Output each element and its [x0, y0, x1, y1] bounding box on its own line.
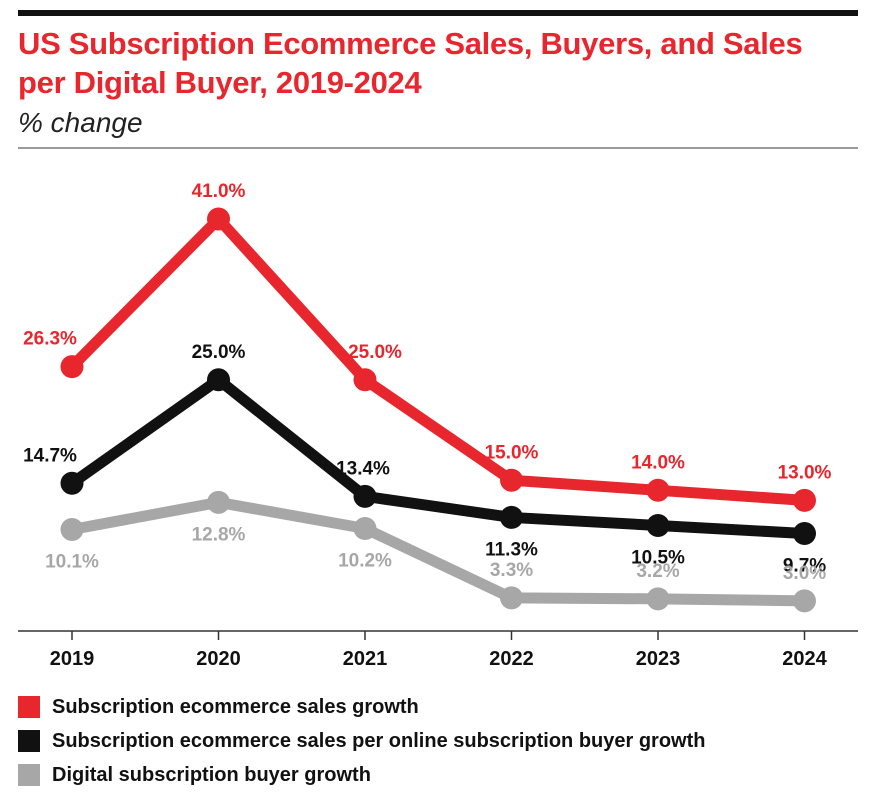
x-tick-label-2020: 2020 — [196, 648, 241, 670]
data-point-sales-per-buyer-growth-2023 — [646, 513, 670, 537]
data-point-buyer-growth-2021 — [353, 516, 377, 540]
data-point-sales-per-buyer-growth-2022 — [500, 505, 523, 529]
data-label-buyer-growth-2022: 3.3% — [490, 560, 533, 581]
legend-swatch-sales-per-buyer-growth — [18, 730, 40, 752]
data-point-buyer-growth-2020 — [207, 490, 230, 514]
chart-title: US Subscription Ecommerce Sales, Buyers,… — [18, 26, 803, 100]
legend-item-buyer-growth: Digital subscription buyer growth — [18, 758, 858, 792]
data-label-sales-growth-2020: 41.0% — [192, 181, 246, 202]
data-point-sales-growth-2023 — [646, 478, 670, 502]
legend-label-sales-per-buyer-growth: Subscription ecommerce sales per online … — [52, 729, 706, 752]
x-tick-label-2024: 2024 — [782, 648, 827, 670]
data-point-buyer-growth-2022 — [500, 586, 523, 610]
data-label-buyer-growth-2024: 3.0% — [783, 563, 826, 584]
data-label-sales-per-buyer-growth-2020: 25.0% — [192, 342, 246, 363]
data-point-sales-growth-2020 — [207, 207, 230, 231]
x-tick-label-2019: 2019 — [50, 648, 95, 670]
data-label-sales-per-buyer-growth-2021: 13.4% — [336, 458, 390, 479]
legend-item-sales-growth: Subscription ecommerce sales growth — [18, 690, 858, 724]
subtitle-rule — [18, 147, 858, 149]
data-label-sales-per-buyer-growth-2019: 14.7% — [23, 445, 77, 466]
data-label-sales-per-buyer-growth-2024: 9.7% — [783, 556, 826, 577]
chart-subtitle: % change — [18, 107, 143, 138]
data-label-sales-growth-2019: 26.3% — [23, 329, 77, 350]
data-point-sales-growth-2019 — [60, 355, 84, 379]
data-label-sales-growth-2024: 13.0% — [778, 462, 832, 483]
data-label-sales-growth-2023: 14.0% — [631, 452, 685, 473]
data-point-sales-growth-2024 — [793, 488, 816, 512]
series-line-buyer-growth — [66, 496, 810, 607]
legend-swatch-sales-growth — [18, 696, 40, 718]
data-point-buyer-growth-2023 — [646, 587, 670, 611]
data-label-buyer-growth-2023: 3.2% — [636, 561, 679, 582]
data-point-buyer-growth-2024 — [793, 589, 816, 613]
data-point-sales-growth-2021 — [353, 368, 377, 392]
data-label-buyer-growth-2021: 10.2% — [338, 550, 392, 571]
x-tick-label-2023: 2023 — [636, 648, 681, 670]
legend: Subscription ecommerce sales growth Subs… — [18, 690, 858, 792]
data-point-sales-per-buyer-growth-2020 — [207, 368, 230, 392]
data-point-sales-per-buyer-growth-2021 — [353, 484, 377, 508]
data-label-sales-growth-2021: 25.0% — [348, 342, 402, 363]
data-label-sales-per-buyer-growth-2022: 11.3% — [485, 539, 538, 560]
x-tick-label-2021: 2021 — [343, 648, 388, 670]
x-tick-label-2022: 2022 — [489, 648, 534, 670]
data-label-buyer-growth-2019: 10.1% — [45, 551, 99, 572]
legend-swatch-buyer-growth — [18, 764, 40, 786]
series-line-sales-growth — [66, 213, 810, 506]
data-point-buyer-growth-2019 — [60, 517, 84, 541]
data-point-sales-per-buyer-growth-2019 — [60, 471, 84, 495]
legend-item-sales-per-buyer-growth: Subscription ecommerce sales per online … — [18, 724, 858, 758]
data-point-sales-growth-2022 — [500, 468, 523, 492]
series-line-sales-per-buyer-growth — [66, 374, 810, 540]
data-label-sales-per-buyer-growth-2023: 10.5% — [631, 547, 685, 568]
data-label-buyer-growth-2020: 12.8% — [192, 524, 246, 545]
data-point-sales-per-buyer-growth-2024 — [793, 522, 816, 546]
legend-label-buyer-growth: Digital subscription buyer growth — [52, 763, 371, 786]
top-rule — [18, 10, 858, 16]
legend-label-sales-growth: Subscription ecommerce sales growth — [52, 695, 419, 718]
data-label-sales-growth-2022: 15.0% — [485, 442, 539, 463]
